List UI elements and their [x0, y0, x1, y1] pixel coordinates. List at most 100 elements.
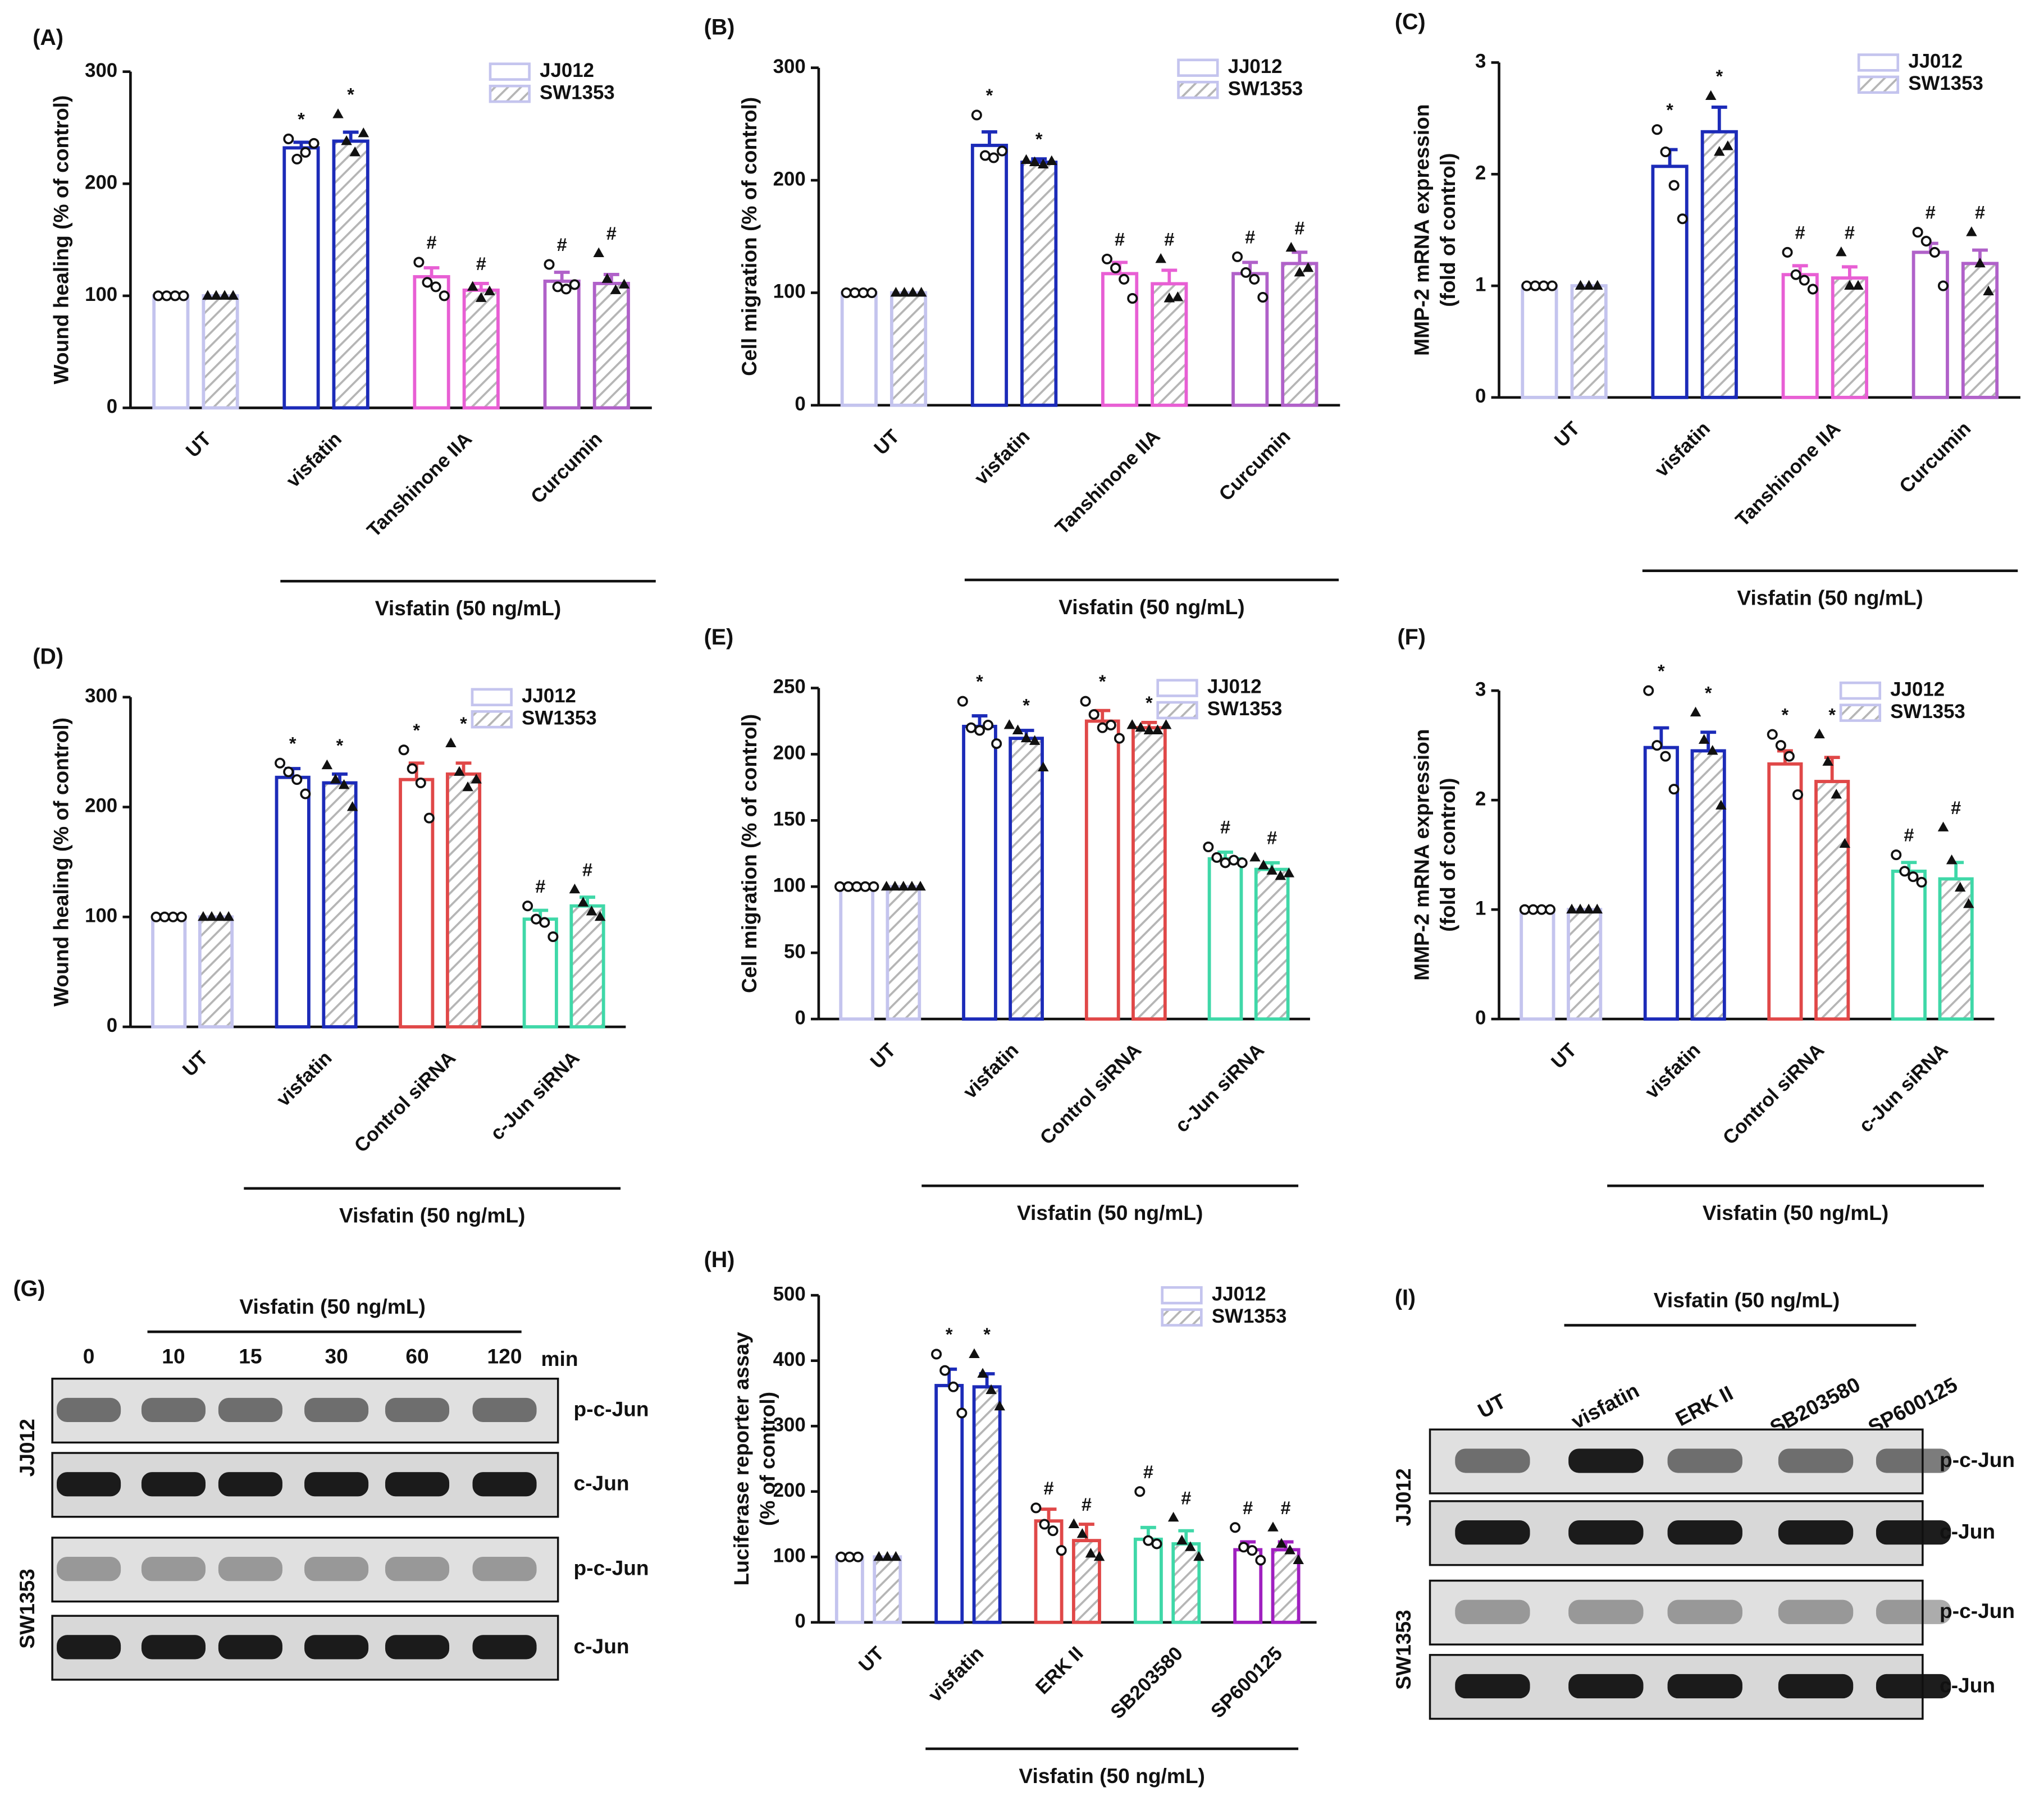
bar [322, 781, 358, 1029]
blot-band [141, 1635, 206, 1660]
data-point [1056, 1545, 1067, 1556]
significance-mark: # [1143, 1462, 1153, 1482]
data-point [1782, 246, 1793, 258]
significance-mark: * [1099, 671, 1106, 692]
legend-label: JJ012 [1890, 678, 1945, 700]
data-point [849, 287, 860, 298]
y-tick-label: 500 [773, 1283, 806, 1305]
data-point [1275, 870, 1286, 880]
data-point [283, 133, 294, 144]
legend-label: SW1353 [1890, 701, 1965, 723]
panel-label: (G) [13, 1276, 45, 1301]
data-point [1983, 285, 1994, 295]
data-point [1538, 280, 1549, 291]
y-tick-label: 300 [773, 1414, 806, 1436]
data-point [1844, 280, 1855, 290]
x-tick-label: visfatin [282, 428, 346, 492]
y-axis-label: Cell migration (% of control) [737, 714, 761, 993]
y-tick-label: 1 [1475, 273, 1486, 295]
data-point [219, 290, 230, 300]
significance-mark: # [1951, 798, 1961, 818]
data-point [1705, 90, 1717, 100]
data-point [594, 911, 606, 921]
data-point [454, 766, 465, 776]
bar [569, 904, 605, 1029]
data-point [1247, 1545, 1258, 1556]
data-point [1807, 284, 1818, 295]
significance-mark: * [983, 1324, 991, 1345]
group-label: JJ012 [1391, 1468, 1415, 1526]
group-label: JJ012 [15, 1419, 39, 1477]
data-point [898, 287, 910, 297]
bar [1071, 1539, 1101, 1624]
data-point [1047, 1525, 1058, 1537]
data-point [206, 911, 217, 921]
data-point [1266, 865, 1278, 875]
bar [834, 1555, 864, 1624]
blot-band [1455, 1448, 1530, 1473]
data-point [988, 152, 1000, 163]
blot-band [1455, 1599, 1530, 1624]
data-point [1143, 1535, 1154, 1546]
data-point [1643, 685, 1654, 696]
x-tick-label: c-Jun siRNA [1855, 1039, 1952, 1137]
data-point [211, 290, 222, 300]
data-point [338, 779, 350, 789]
bar [1521, 284, 1558, 399]
legend-label: SW1353 [522, 707, 596, 729]
y-tick-label: 300 [85, 685, 117, 707]
data-point [153, 290, 164, 301]
significance-mark: * [976, 671, 983, 692]
data-point [1521, 280, 1532, 291]
data-point [866, 287, 878, 298]
data-point [1101, 253, 1112, 264]
data-point [868, 881, 879, 892]
data-point [857, 287, 869, 298]
data-point [1085, 1547, 1097, 1558]
data-point [423, 812, 435, 824]
significance-mark: * [946, 1324, 953, 1345]
bar [840, 291, 878, 407]
y-tick-label: 400 [773, 1349, 806, 1370]
y-tick-label: 2 [1475, 162, 1486, 184]
data-point [1527, 904, 1539, 915]
legend-swatch [489, 62, 531, 81]
bar [1133, 1537, 1163, 1624]
data-point [1946, 854, 1958, 865]
data-point [1283, 867, 1295, 877]
x-tick-label: UT [855, 1642, 888, 1676]
data-point [1160, 719, 1172, 729]
legend-label: SW1353 [1228, 77, 1303, 99]
blot-band [218, 1635, 282, 1660]
blot-band [385, 1635, 450, 1660]
data-point [1575, 903, 1586, 914]
blot-band [1778, 1674, 1854, 1699]
y-tick-label: 50 [784, 940, 806, 962]
y-tick-label: 300 [773, 56, 806, 77]
data-point [991, 738, 1002, 749]
legend-swatch [1857, 53, 1900, 72]
data-point [1240, 267, 1252, 278]
bar [202, 294, 239, 410]
x-tick-label: Curcumin [1895, 418, 1975, 497]
y-tick-label: 1 [1475, 897, 1486, 919]
lane-label: 10 [162, 1344, 185, 1368]
data-point [1536, 904, 1547, 915]
significance-mark: # [427, 232, 437, 253]
x-tick-label: UT [1547, 1039, 1581, 1073]
legend-swatch [1839, 703, 1882, 722]
data-point [467, 281, 478, 291]
data-point [544, 259, 555, 270]
legend-label: JJ012 [1212, 1283, 1266, 1305]
data-point [1783, 751, 1795, 762]
y-tick-label: 0 [1475, 1007, 1486, 1029]
data-point [178, 290, 189, 301]
bar [1520, 908, 1555, 1021]
significance-mark: # [1044, 1478, 1054, 1498]
data-point [202, 290, 213, 300]
y-tick-label: 3 [1475, 51, 1486, 72]
data-point [898, 880, 909, 891]
treatment-label: Visfatin (50 ng/mL) [1737, 586, 1923, 610]
data-point [1530, 280, 1541, 291]
legend-label: JJ012 [1207, 676, 1262, 698]
